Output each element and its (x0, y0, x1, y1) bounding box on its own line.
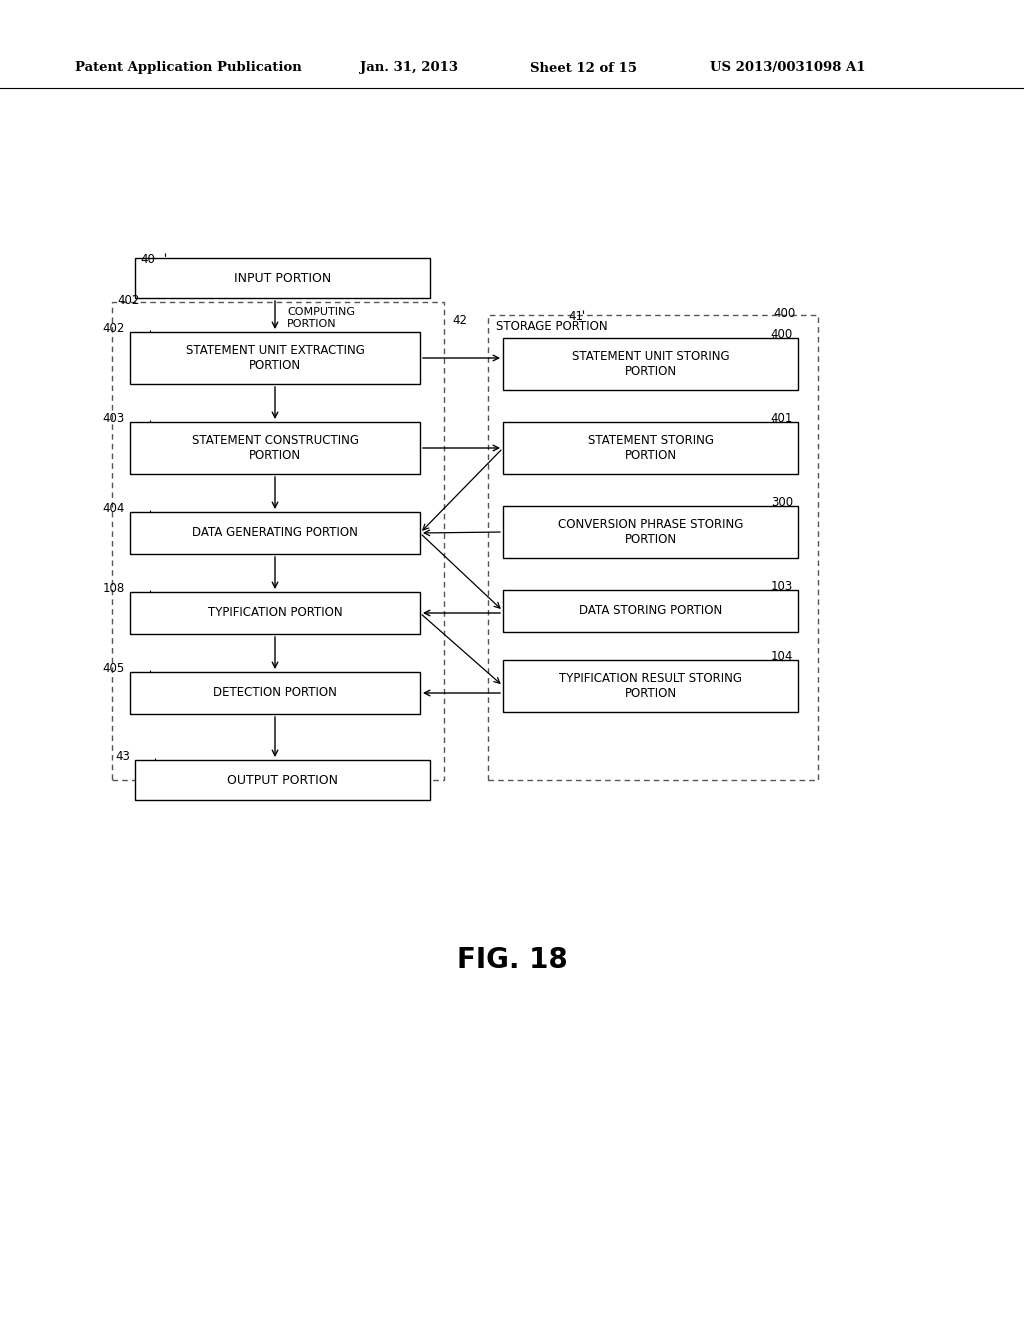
Text: 403: 403 (102, 412, 125, 425)
Text: 103: 103 (771, 579, 793, 593)
Text: Patent Application Publication: Patent Application Publication (75, 62, 302, 74)
Bar (503, 338, 798, 389)
Text: US 2013/0031098 A1: US 2013/0031098 A1 (710, 62, 865, 74)
Bar (503, 506, 798, 558)
Text: 405: 405 (102, 663, 125, 675)
Text: STORAGE PORTION: STORAGE PORTION (496, 319, 607, 333)
Text: 400: 400 (773, 308, 796, 319)
Text: STATEMENT STORING
PORTION: STATEMENT STORING PORTION (588, 434, 714, 462)
Bar (130, 672, 420, 714)
Text: STATEMENT CONSTRUCTING
PORTION: STATEMENT CONSTRUCTING PORTION (191, 434, 358, 462)
Bar (130, 333, 420, 384)
Text: DETECTION PORTION: DETECTION PORTION (213, 686, 337, 700)
Text: 40: 40 (140, 253, 155, 267)
Bar (130, 422, 420, 474)
Text: DATA GENERATING PORTION: DATA GENERATING PORTION (193, 527, 358, 540)
Text: 404: 404 (102, 502, 125, 515)
Text: 300: 300 (771, 496, 793, 510)
Text: 402: 402 (102, 322, 125, 335)
Text: CONVERSION PHRASE STORING
PORTION: CONVERSION PHRASE STORING PORTION (558, 517, 743, 546)
Text: 401: 401 (771, 412, 793, 425)
Text: DATA STORING PORTION: DATA STORING PORTION (579, 605, 722, 618)
Text: FIG. 18: FIG. 18 (457, 946, 567, 974)
Text: TYPIFICATION PORTION: TYPIFICATION PORTION (208, 606, 342, 619)
Bar (503, 590, 798, 632)
Bar (488, 315, 818, 780)
Bar (135, 760, 430, 800)
Bar (112, 302, 444, 780)
Bar (503, 660, 798, 711)
Text: OUTPUT PORTION: OUTPUT PORTION (227, 774, 338, 787)
Text: 42: 42 (452, 314, 467, 327)
Text: 41: 41 (568, 310, 583, 323)
Bar (130, 512, 420, 554)
Text: Jan. 31, 2013: Jan. 31, 2013 (360, 62, 458, 74)
Text: COMPUTING
PORTION: COMPUTING PORTION (287, 308, 355, 329)
Text: 43: 43 (115, 750, 130, 763)
Bar (130, 591, 420, 634)
Text: STATEMENT UNIT EXTRACTING
PORTION: STATEMENT UNIT EXTRACTING PORTION (185, 345, 365, 372)
Text: 108: 108 (102, 582, 125, 595)
Text: 400: 400 (771, 327, 793, 341)
Text: 104: 104 (771, 649, 793, 663)
Text: INPUT PORTION: INPUT PORTION (233, 272, 331, 285)
Text: Sheet 12 of 15: Sheet 12 of 15 (530, 62, 637, 74)
Text: STATEMENT UNIT STORING
PORTION: STATEMENT UNIT STORING PORTION (571, 350, 729, 378)
Text: TYPIFICATION RESULT STORING
PORTION: TYPIFICATION RESULT STORING PORTION (559, 672, 742, 700)
Text: 402: 402 (117, 294, 139, 308)
Bar (503, 422, 798, 474)
Bar (135, 257, 430, 298)
